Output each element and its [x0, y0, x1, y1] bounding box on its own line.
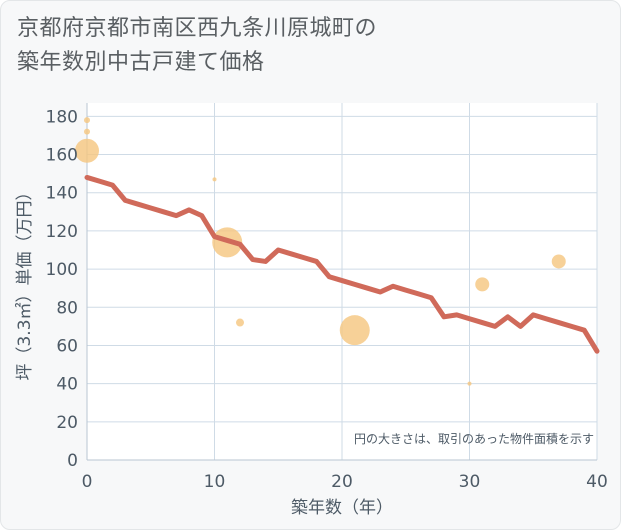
y-tick-label: 0 [67, 451, 78, 471]
x-tick-label: 20 [331, 472, 353, 492]
y-tick-label: 160 [46, 146, 78, 166]
chart-title: 京都府京都市南区西九条川原城町の 築年数別中古戸建て価格 [17, 12, 377, 80]
bubble-point [475, 277, 490, 292]
bubble-point [84, 117, 90, 124]
bubble-point [212, 177, 217, 182]
y-tick-label: 80 [56, 298, 78, 318]
x-tick-label: 40 [586, 472, 608, 492]
bubble-point [467, 381, 472, 386]
bubble-point [75, 138, 99, 163]
line-series [84, 174, 600, 354]
y-tick-label: 60 [56, 336, 78, 356]
x-tick-label: 0 [82, 472, 93, 492]
chart-title-line-2: 築年数別中古戸建て価格 [17, 50, 265, 75]
average-price-line [84, 174, 600, 354]
y-tick-label: 120 [46, 222, 78, 242]
x-axis-label: 築年数（年） [291, 498, 393, 518]
tick-labels: 0 20 40 60 80 100 120 140 160 180 0 10 20 30 40 [46, 107, 608, 492]
y-tick-label: 180 [46, 107, 78, 127]
y-tick-label: 100 [46, 260, 78, 280]
x-tick-label: 30 [459, 472, 481, 492]
bubble-point [236, 318, 244, 327]
grid [86, 103, 598, 461]
x-tick-label: 10 [204, 472, 226, 492]
bubble-point [551, 254, 566, 269]
size-note: 円の大きさは、取引のあった物件面積を示す [354, 431, 594, 446]
y-axis-label: 坪（3.3㎡）単価（万円） [15, 183, 35, 380]
y-tick-label: 20 [56, 413, 78, 433]
y-tick-label: 40 [56, 375, 78, 395]
chart-title-line-1: 京都府京都市南区西九条川原城町の [17, 16, 378, 41]
bubble-point [339, 315, 370, 346]
y-tick-label: 140 [46, 184, 78, 204]
bubble-point [84, 128, 90, 135]
